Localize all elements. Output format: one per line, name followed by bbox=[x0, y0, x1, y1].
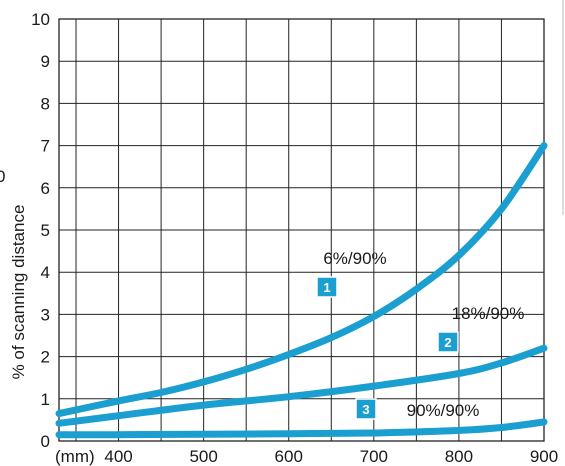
badge-square bbox=[316, 276, 338, 298]
y-tick-label: 1 bbox=[41, 390, 50, 409]
series-name-label: 90%/90% bbox=[407, 401, 480, 420]
y-tick-label: 8 bbox=[41, 94, 50, 113]
y-tick-label: 7 bbox=[41, 137, 50, 156]
edge-fragment-text: 0 bbox=[0, 167, 5, 186]
annotations: 6%/90% 1 18%/90%2 90%/90% 3 bbox=[316, 0, 564, 420]
y-tick-label: 6 bbox=[41, 179, 50, 198]
x-tick-label: 400 bbox=[104, 447, 132, 466]
badge-number: 1 bbox=[323, 280, 330, 295]
badge-square bbox=[355, 398, 377, 420]
series-name-label: 18%/90% bbox=[452, 304, 525, 323]
badge-number: 2 bbox=[444, 335, 451, 350]
series-marker-badge: 2 bbox=[437, 331, 459, 353]
y-tick-label: 9 bbox=[41, 52, 50, 71]
axis-labels: 0 1 2 3 4 5 6 7 8 9 10 400 500 600 700 800 900 bbox=[31, 10, 558, 466]
y-tick-label: 4 bbox=[41, 263, 50, 282]
y-tick-label: 10 bbox=[31, 10, 50, 29]
x-tick-label: 700 bbox=[360, 447, 388, 466]
badge-square bbox=[437, 331, 459, 353]
y-axis-label: % of scanning distance bbox=[9, 205, 28, 380]
series-name-label: 6%/90% bbox=[323, 249, 386, 268]
y-tick-label: 5 bbox=[41, 221, 50, 240]
x-axis-unit-label: (mm) bbox=[55, 447, 95, 466]
series-line-3 bbox=[55, 418, 548, 439]
y-tick-label: 0 bbox=[41, 432, 50, 451]
plot-frame bbox=[58, 18, 545, 442]
series-lines bbox=[55, 142, 548, 439]
series-marker-badge: 3 bbox=[355, 398, 377, 420]
y-tick-label: 3 bbox=[41, 305, 50, 324]
x-tick-label: 900 bbox=[530, 447, 558, 466]
grid bbox=[58, 18, 545, 442]
series-line-1 bbox=[55, 142, 548, 418]
x-tick-label: 500 bbox=[189, 447, 217, 466]
badge-number: 3 bbox=[362, 402, 369, 417]
series-marker-badge: 1 bbox=[316, 276, 338, 298]
y-tick-label: 2 bbox=[41, 348, 50, 367]
series-line-2 bbox=[55, 344, 548, 427]
x-tick-label: 600 bbox=[275, 447, 303, 466]
x-tick-label: 800 bbox=[445, 447, 473, 466]
